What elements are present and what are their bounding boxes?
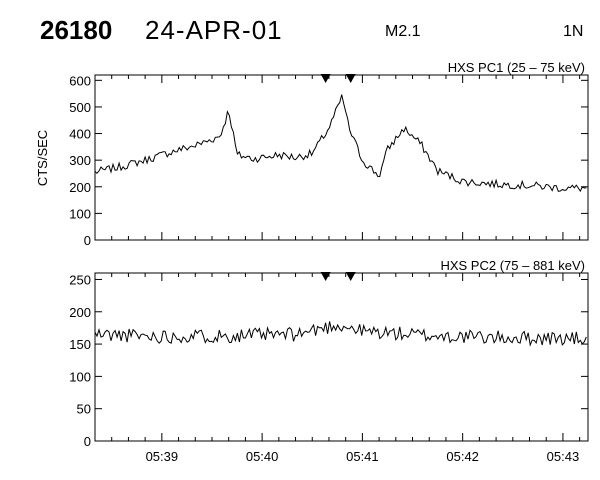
interval-marker <box>320 272 331 281</box>
panel-pc2-title: HXS PC2 (75 – 881 keV) <box>440 258 585 273</box>
x-tick-label: 05:40 <box>246 449 279 464</box>
panel-pc2-markers <box>320 272 356 281</box>
y-tick-label: 400 <box>69 127 91 142</box>
x-tick-label: 05:43 <box>547 449 580 464</box>
panel-pc2-x-axis: 05:39 05:40 05:41 05:42 05:43 <box>94 273 581 464</box>
y-tick-label: 500 <box>69 100 91 115</box>
y-tick-label: 300 <box>69 153 91 168</box>
flare-class: M2.1 <box>385 23 421 40</box>
panel-pc1-frame <box>94 74 589 241</box>
panel-pc2-y-axis: 0 50 100 150 200 250 <box>69 272 588 449</box>
y-tick-label: 200 <box>69 180 91 195</box>
panel-pc1-markers <box>320 74 356 83</box>
interval-marker <box>345 74 356 83</box>
y-tick-label: 200 <box>69 305 91 320</box>
y-tick-label: 50 <box>77 402 91 417</box>
y-tick-label: 600 <box>69 73 91 88</box>
event-date: 24-APR-01 <box>145 15 283 45</box>
y-tick-label: 250 <box>69 272 91 287</box>
x-tick-label: 05:41 <box>346 449 379 464</box>
x-tick-label: 05:42 <box>446 449 479 464</box>
panel-pc2: HXS PC2 (75 – 881 keV) 0 50 100 150 200 250 0… <box>69 258 589 464</box>
x-tick-label: 05:39 <box>146 449 179 464</box>
series-pc2-line <box>94 321 587 347</box>
interval-marker <box>345 272 356 281</box>
panel-pc2-frame <box>94 272 589 442</box>
y-tick-label: 0 <box>84 434 91 449</box>
event-id: 26180 <box>40 15 113 45</box>
panel-pc1-y-axis: 0 100 200 300 400 500 600 <box>69 73 588 248</box>
series-pc1-line <box>94 94 587 193</box>
interval-marker <box>320 74 331 83</box>
panel-pc1-x-axis <box>94 75 581 240</box>
y-tick-label: 0 <box>84 233 91 248</box>
y-tick-label: 150 <box>69 337 91 352</box>
panel-pc1-title: HXS PC1 (25 – 75 keV) <box>448 60 585 75</box>
panel-pc1: HXS PC1 (25 – 75 keV) 0 100 200 300 400 500 60… <box>69 60 589 248</box>
y-axis-label: CTS/SEC <box>35 130 50 186</box>
y-tick-label: 100 <box>69 369 91 384</box>
y-tick-label: 100 <box>69 206 91 221</box>
flare-location: 1N <box>563 23 584 40</box>
